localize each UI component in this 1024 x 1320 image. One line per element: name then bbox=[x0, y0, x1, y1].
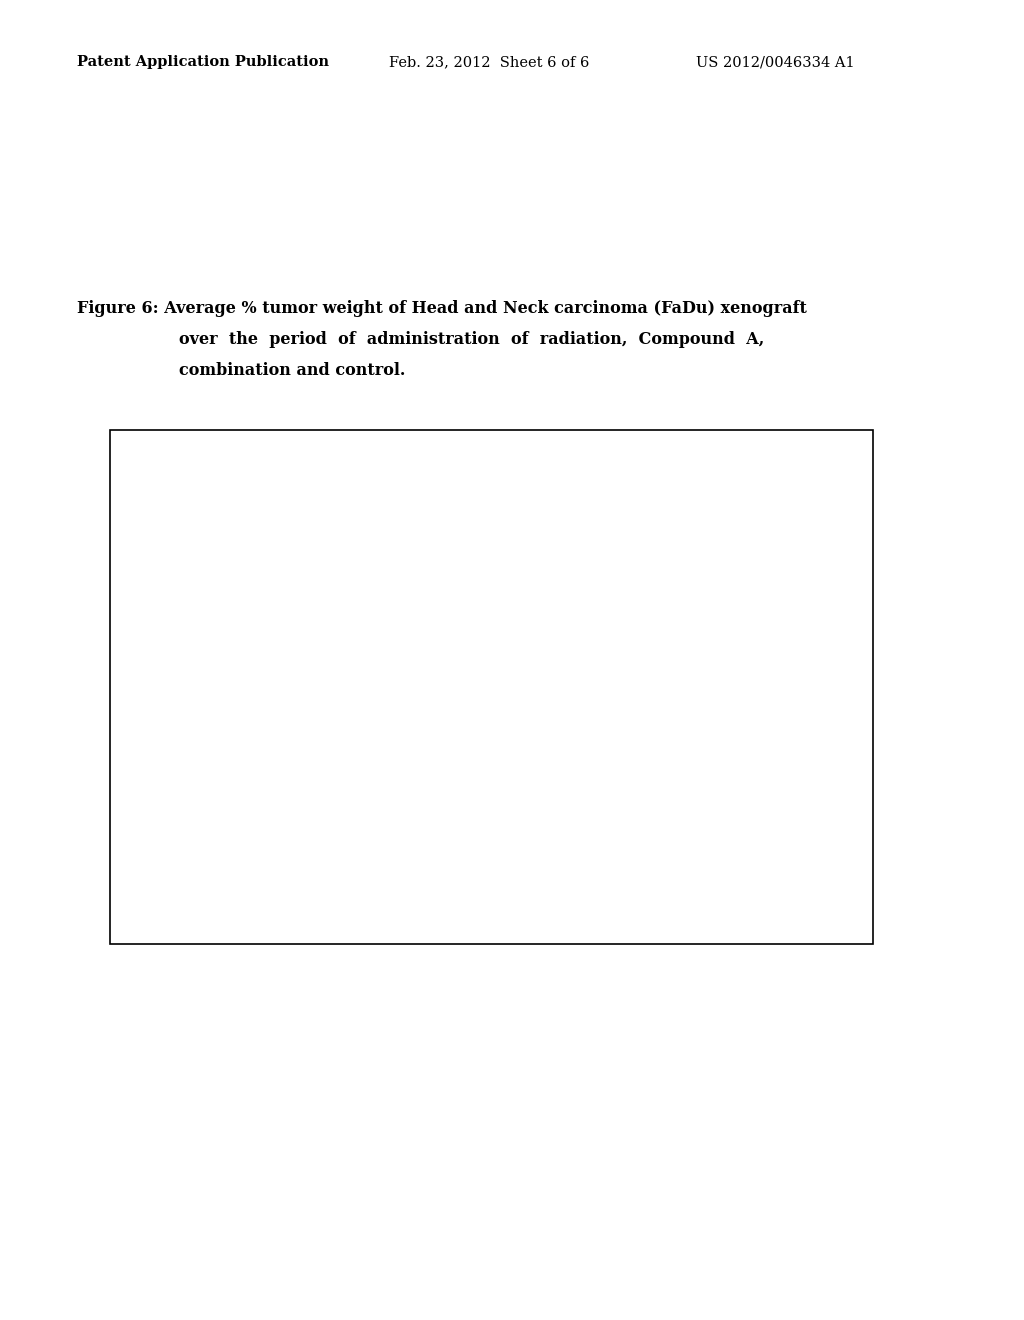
Radiation + Compound A bbox=[799, 688, 811, 704]
Radiation + Compound A bbox=[552, 706, 564, 722]
Radiation bbox=[339, 722, 351, 738]
Compound A bbox=[480, 696, 493, 711]
X-axis label: Days of treatment: Days of treatment bbox=[459, 789, 586, 803]
Text: US 2012/0046334 A1: US 2012/0046334 A1 bbox=[696, 55, 855, 70]
Line: Control: Control bbox=[201, 477, 809, 741]
Radiation bbox=[198, 730, 210, 746]
Text: combination and control.: combination and control. bbox=[179, 362, 406, 379]
Compound A bbox=[623, 648, 635, 664]
Radiation + Compound A bbox=[728, 692, 740, 708]
Radiation + Compound A bbox=[198, 731, 210, 747]
Control bbox=[728, 549, 740, 565]
Radiation bbox=[268, 727, 281, 743]
Control bbox=[552, 669, 564, 685]
Radiation bbox=[552, 678, 564, 694]
Text: over  the  period  of  administration  of  radiation,  Compound  A,: over the period of administration of rad… bbox=[179, 331, 765, 348]
Control bbox=[198, 730, 210, 746]
Radiation + Compound A bbox=[410, 721, 422, 737]
Compound A bbox=[799, 620, 811, 636]
Radiation bbox=[799, 635, 811, 651]
Compound A bbox=[198, 730, 210, 746]
Compound A bbox=[552, 672, 564, 688]
Compound A bbox=[268, 727, 281, 743]
Radiation bbox=[410, 714, 422, 730]
Line: Radiation: Radiation bbox=[201, 639, 809, 741]
Control bbox=[799, 473, 811, 488]
Radiation + Compound A bbox=[480, 714, 493, 730]
Radiation bbox=[480, 700, 493, 715]
Line: Compound A: Compound A bbox=[201, 624, 809, 741]
Text: Figure 6: Average % tumor weight of Head and Neck carcinoma (FaDu) xenograft: Figure 6: Average % tumor weight of Head… bbox=[77, 300, 807, 317]
Legend: Control, Compound A, Radiation, Radiation + Compound A: Control, Compound A, Radiation, Radiatio… bbox=[145, 829, 664, 842]
Compound A bbox=[339, 721, 351, 737]
Y-axis label: % Tumor weight: % Tumor weight bbox=[130, 549, 144, 667]
Control bbox=[623, 628, 635, 644]
Text: Feb. 23, 2012  Sheet 6 of 6: Feb. 23, 2012 Sheet 6 of 6 bbox=[389, 55, 590, 70]
Control bbox=[339, 722, 351, 738]
Control bbox=[410, 714, 422, 730]
Line: Radiation + Compound A: Radiation + Compound A bbox=[202, 693, 808, 742]
Radiation bbox=[623, 661, 635, 677]
Radiation + Compound A bbox=[623, 698, 635, 714]
Compound A bbox=[728, 631, 740, 647]
Text: Patent Application Publication: Patent Application Publication bbox=[77, 55, 329, 70]
Radiation + Compound A bbox=[339, 726, 351, 742]
Compound A bbox=[410, 711, 422, 727]
Control bbox=[480, 693, 493, 709]
Control bbox=[268, 727, 281, 743]
Radiation + Compound A bbox=[268, 730, 281, 746]
Radiation bbox=[728, 644, 740, 660]
